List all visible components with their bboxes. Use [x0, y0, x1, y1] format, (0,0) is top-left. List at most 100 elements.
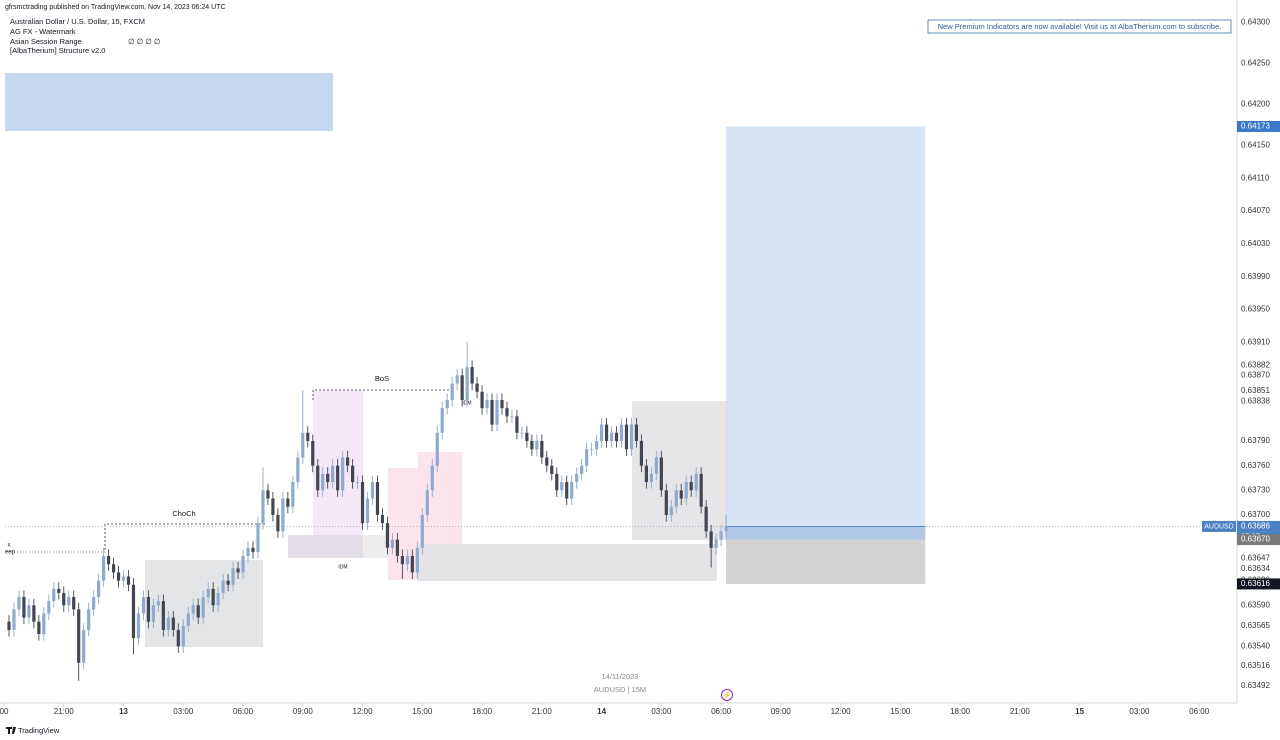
candle-body: [614, 432, 619, 442]
candle-body: [639, 441, 644, 466]
x-tick-label: 15:00: [890, 707, 911, 716]
candle-body: [694, 473, 698, 491]
y-tick-label: 0.64200: [1241, 99, 1270, 108]
x-tick-label: 21:00: [532, 707, 553, 716]
candle-body: [206, 588, 210, 598]
event-icon[interactable]: [721, 689, 733, 701]
y-tick-label: 0.63950: [1241, 305, 1270, 314]
watermark: AUDUSD | 15M: [594, 685, 646, 694]
candle-body: [629, 424, 634, 450]
footer: TradingView: [18, 726, 60, 735]
y-tick-label: 0.64250: [1241, 58, 1270, 67]
candle-body: [654, 457, 658, 474]
x-axis: 00 21:00 13 03:00 06:00 09:00 12:00 15:00 18:00 2…: [0, 702, 1237, 716]
candle-body: [430, 465, 434, 491]
candle-body: [575, 473, 579, 483]
price-tag-label: 0.63670: [1241, 535, 1270, 544]
banner: New Premium Indicators are now available…: [938, 22, 1222, 31]
candle-body: [724, 526, 728, 532]
candle-body: [634, 424, 639, 442]
candle-body: [385, 523, 390, 548]
candle-body: [62, 592, 66, 606]
candle-body: [42, 613, 46, 635]
legend-line: [AlbaTherium] Structure v2.0: [10, 46, 105, 55]
candle-body: [77, 609, 81, 663]
candle-body: [510, 416, 514, 418]
legend-line: ∅ ∅ ∅ ∅: [128, 37, 161, 46]
price-tag-label: 0.63686: [1241, 522, 1270, 531]
drawings: ChoCh BoS IDM IDM x eep: [5, 73, 1237, 647]
candle-body: [704, 506, 708, 532]
annotation: BoS: [375, 374, 389, 383]
candle-body: [455, 375, 459, 384]
candle-body: [520, 432, 524, 434]
price-tag: [1237, 120, 1280, 132]
candle-body: [27, 605, 31, 618]
candle-body: [699, 473, 703, 507]
candle-body: [530, 441, 534, 450]
candle-body: [370, 482, 375, 499]
price-tag-label: 0.63616: [1241, 579, 1270, 588]
x-tick-label: 06:00: [1189, 707, 1210, 716]
y-tick-label: 0.63851: [1241, 386, 1270, 395]
candle-body: [136, 613, 141, 639]
y-tick-label: 0.64070: [1241, 206, 1270, 215]
candle-body: [719, 531, 723, 540]
candle-body: [316, 465, 320, 491]
candles: [7, 341, 728, 681]
y-tick-label: 0.63700: [1241, 510, 1270, 519]
y-tick-label: 0.63882: [1241, 361, 1270, 370]
candle-body: [580, 465, 584, 474]
x-tick-label: 00: [0, 707, 9, 716]
candle-body: [301, 432, 305, 458]
candle-body: [171, 617, 175, 630]
candle-body: [116, 572, 121, 581]
choch-line: [104, 523, 265, 550]
y-tick-label: 0.64030: [1241, 239, 1270, 248]
candle-body: [515, 416, 519, 433]
x-tick-label: 15: [1075, 707, 1084, 716]
candle-body: [405, 555, 409, 565]
candle-body: [276, 514, 280, 532]
candle-body: [97, 580, 101, 598]
candle-body: [296, 457, 300, 483]
candle-body: [336, 465, 340, 491]
y-tick-label: 0.63910: [1241, 338, 1270, 347]
y-tick-label: 0.63634: [1241, 564, 1270, 573]
candle-body: [415, 547, 419, 573]
candle-body: [350, 465, 355, 483]
banner-box: [927, 19, 1232, 34]
legend: Australian Dollar / U.S. Dollar, 15, FXC…: [10, 17, 161, 55]
zone: [288, 535, 363, 558]
candle-body: [146, 597, 151, 622]
price-tag: [1237, 578, 1280, 590]
symbol-tag-label: AUDUSD: [1204, 523, 1234, 530]
candle-body: [111, 564, 116, 573]
annotation: IDM: [338, 564, 347, 570]
candle-body: [470, 367, 474, 384]
candle-body: [281, 498, 285, 532]
candle-body: [624, 424, 629, 450]
y-tick-label: 0.63838: [1241, 397, 1270, 406]
candle-body: [326, 473, 330, 483]
candle-body: [126, 576, 131, 585]
zone: [418, 544, 717, 581]
candle-body: [196, 605, 200, 618]
candle-body: [540, 441, 544, 458]
candle-body: [12, 609, 16, 630]
candle-body: [261, 490, 265, 524]
x-tick-label: 12:00: [831, 707, 852, 716]
candle-body: [286, 498, 290, 507]
candle-body: [460, 375, 464, 400]
candle-body: [166, 617, 170, 630]
x-tick-label: 03:00: [651, 707, 672, 716]
candle-body: [570, 482, 574, 499]
candle-body: [465, 367, 469, 400]
candle-body: [101, 555, 106, 581]
entry-zone: [726, 526, 926, 540]
y-tick-label: 0.63870: [1241, 370, 1270, 379]
candle-body: [131, 584, 136, 639]
y-tick-label: 0.64150: [1241, 140, 1270, 149]
candle-body: [57, 588, 61, 593]
y-tick-label: 0.63540: [1241, 641, 1270, 650]
